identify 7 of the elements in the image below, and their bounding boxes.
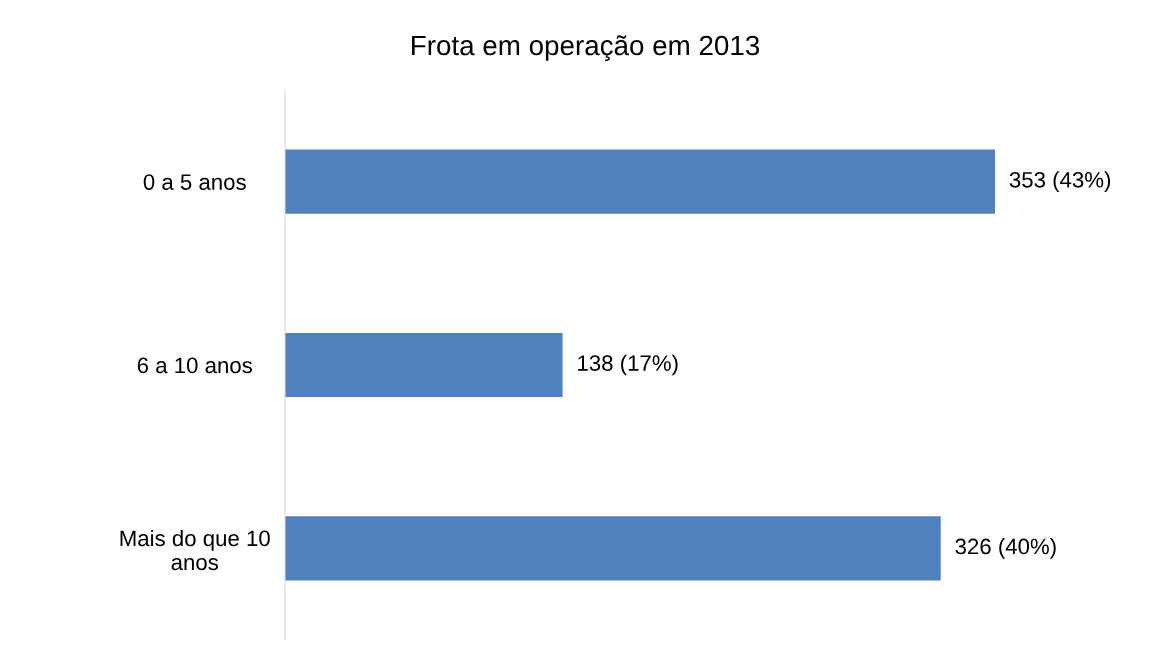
data-label: 326 (40%) xyxy=(955,537,1056,559)
y-tick-label: 0 a 5 anos xyxy=(143,174,246,190)
y-tick-label: 6 a 10 anos xyxy=(137,357,252,374)
data-label: 353 (43%) xyxy=(1009,171,1111,193)
y-tick-label: Mais do que 10 anos xyxy=(120,529,270,571)
chart-title: Frota em operação em 2013 xyxy=(412,35,760,61)
data-label: 138 (17%) xyxy=(578,354,678,376)
